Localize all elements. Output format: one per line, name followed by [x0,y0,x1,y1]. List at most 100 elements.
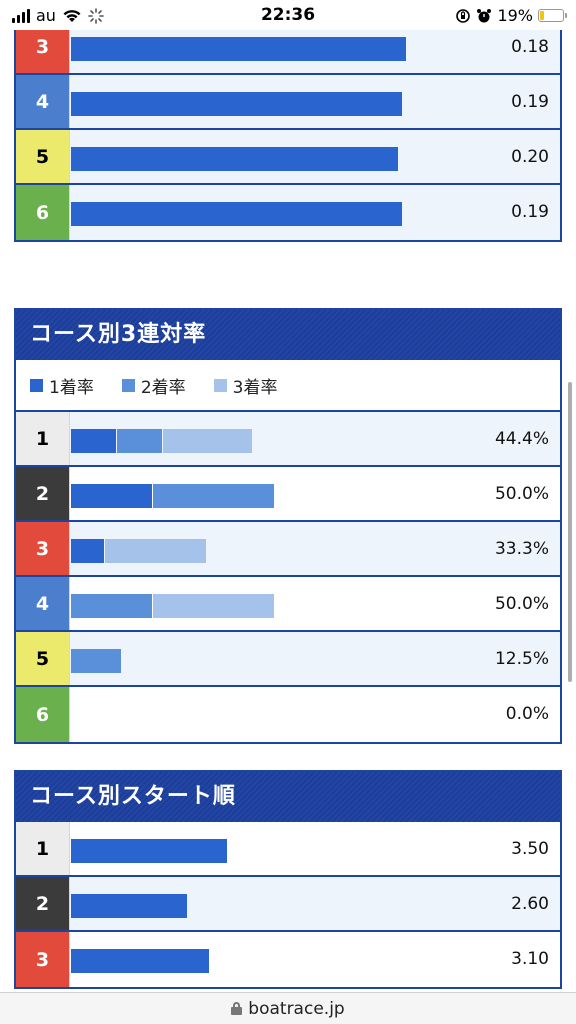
row-value: 0.19 [511,202,549,222]
loading-spinner-icon [88,7,104,24]
first-place-bar [71,429,116,453]
bar-track: 3.10 [70,932,560,987]
third-place-bar [105,539,206,563]
carrier-label: au [36,6,56,25]
row-value: 0.19 [511,92,549,112]
row-value: 50.0% [494,594,549,614]
clock-time: 22:36 [260,5,316,25]
legend-item: 2着率 [121,373,186,398]
legend-label: 2着率 [140,377,186,398]
lane-number-badge: 4 [16,75,70,128]
row-value: 44.4% [494,429,549,449]
lane-number-badge: 3 [16,932,70,987]
lane-row: 6 0.19 [16,185,560,240]
trifecta-rows: 1 44.4% 2 50.0% 3 33.3% 4 50.0% 5 12.5% 6 0.0% [16,412,560,742]
second-place-bar [71,594,152,618]
legend-item: 1着率 [30,373,94,398]
lane-number-badge: 2 [16,877,70,930]
legend-swatch [121,378,135,392]
start-order-rows: 1 3.50 2 2.60 3 3.10 [16,822,560,987]
lock-icon [231,1002,243,1015]
bar-track: 0.0% [70,687,560,742]
bar-track: 12.5% [70,632,560,685]
value-bar [71,147,398,171]
lane-row: 2 50.0% [16,467,560,522]
value-bar [71,37,406,61]
battery-percent: 19% [497,6,533,25]
bar-track: 0.19 [70,185,560,240]
row-value: 33.3% [494,539,549,559]
first-place-bar [71,484,152,508]
status-bar: au 22:36 [0,0,576,30]
bar-track: 2.60 [70,877,560,930]
bar-track: 3.50 [70,822,560,875]
second-place-bar [153,484,274,508]
bar-group [71,429,252,453]
bar-group [71,949,209,973]
lane-number-badge: 5 [16,130,70,183]
row-value: 12.5% [494,649,549,669]
row-value: 2.60 [511,894,549,914]
bar-track: 50.0% [70,467,560,520]
value-bar [71,202,402,226]
value-bar [71,894,187,918]
lane-number-badge: 2 [16,467,70,520]
address-bar[interactable]: boatrace.jp [0,992,576,1024]
lane-row: 5 12.5% [16,632,560,687]
start-order-card: コース別スタート順 1 3.50 2 2.60 3 3.10 [14,770,562,989]
first-place-bar [71,539,104,563]
legend-item: 3着率 [213,373,278,398]
row-value: 0.0% [505,704,549,724]
lane-number-badge: 3 [16,522,70,575]
row-value: 0.18 [511,37,549,57]
alarm-icon [477,8,492,22]
bar-track: 50.0% [70,577,560,630]
legend-label: 3着率 [232,377,278,398]
row-value: 0.20 [511,147,549,167]
wifi-icon [63,10,81,22]
second-place-bar [71,649,121,673]
row-value: 3.50 [511,839,549,859]
lane-number-badge: 4 [16,577,70,630]
row-value: 50.0% [494,484,549,504]
legend-swatch [213,378,227,392]
bar-group [71,484,274,508]
third-place-bar [163,429,252,453]
lane-row: 4 50.0% [16,577,560,632]
start-order-section-title: コース別スタート順 [16,772,560,822]
bar-group [71,594,274,618]
value-bar [71,839,227,863]
bar-track: 44.4% [70,412,560,465]
trifecta-legend: 1着率 2着率 3着率 [16,360,560,412]
value-bar [71,92,402,116]
lane-row: 6 0.0% [16,687,560,742]
lane-number-badge: 1 [16,822,70,875]
legend-swatch [30,378,43,392]
lane-row: 4 0.19 [16,75,560,130]
lane-number-badge: 6 [16,687,70,742]
page-scrollbar[interactable] [568,382,572,682]
lane-row: 5 0.20 [16,130,560,185]
bar-group [71,202,402,226]
lane-number-badge: 5 [16,632,70,685]
third-place-bar [153,594,274,618]
rotation-lock-icon [456,8,471,23]
lane-number-badge: 6 [16,185,70,240]
bar-group [71,894,187,918]
bar-group [71,539,206,563]
bar-track: 0.19 [70,75,560,128]
bar-track: 33.3% [70,522,560,575]
bar-track: 0.20 [70,130,560,183]
lane-number-badge: 1 [16,412,70,465]
address-domain: boatrace.jp [248,998,345,1019]
second-place-bar [117,429,162,453]
bar-group [71,147,398,171]
value-bar [71,949,209,973]
lane-row: 3 3.10 [16,932,560,987]
status-left: au [12,6,104,25]
bar-group [71,92,402,116]
battery-icon [538,9,567,22]
